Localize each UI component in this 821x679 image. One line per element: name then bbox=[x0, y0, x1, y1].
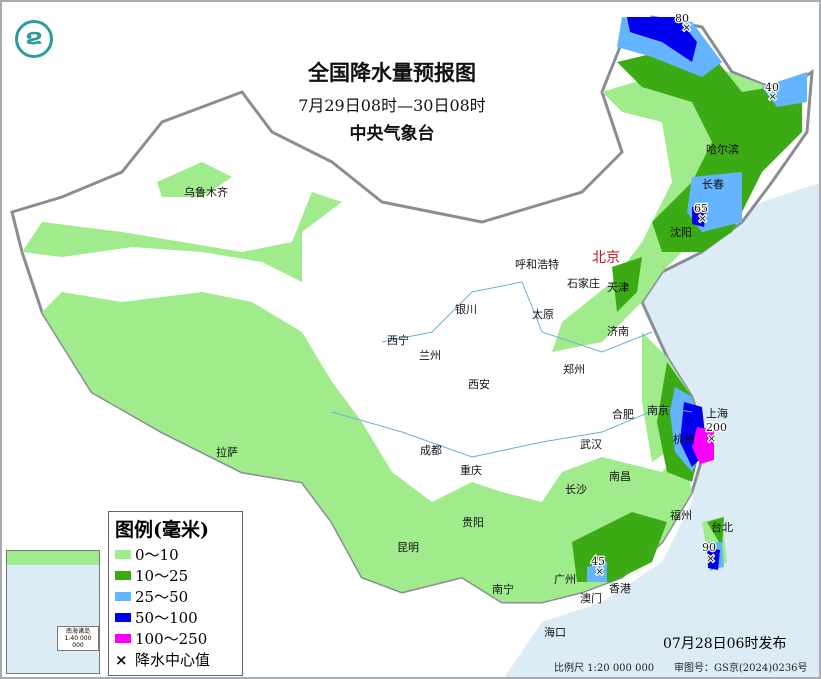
city-label: 长春 bbox=[702, 178, 724, 191]
city-label: 郑州 bbox=[563, 362, 585, 376]
legend-label: 降水中心值 bbox=[135, 651, 211, 669]
legend-label: 25～50 bbox=[135, 588, 189, 606]
city-label: 济南 bbox=[607, 324, 629, 338]
city-label: 重庆 bbox=[460, 463, 482, 477]
city-label: 兰州 bbox=[419, 349, 441, 362]
city-label: 石家庄 bbox=[567, 276, 600, 290]
city-label: 台北 bbox=[711, 520, 733, 534]
legend-label: 50～100 bbox=[135, 609, 198, 627]
city-label: 澳门 bbox=[580, 591, 602, 605]
cross-icon: × bbox=[698, 212, 707, 225]
city-label: 香港 bbox=[609, 582, 631, 595]
yangtze-river bbox=[331, 406, 693, 458]
city-label: 广州 bbox=[554, 573, 576, 586]
review-number: 审图号：GS京(2024)0236号 bbox=[674, 663, 808, 674]
city-label: 昆明 bbox=[397, 541, 419, 554]
legend-swatch bbox=[115, 613, 131, 622]
inset-label: 南海诸岛 bbox=[65, 628, 90, 635]
legend-item: × 降水中心值 bbox=[115, 649, 242, 670]
legend-title: 图例(毫米) bbox=[115, 519, 209, 541]
city-label: 哈尔滨 bbox=[706, 142, 739, 156]
city-label: 杭州 bbox=[673, 432, 695, 446]
city-label: 南京 bbox=[647, 403, 669, 417]
legend-item: 50～100 bbox=[115, 607, 242, 628]
legend: 图例(毫米) 0～10 10～25 25～50 50～100 100～250 ×… bbox=[108, 511, 243, 676]
city-label: 南宁 bbox=[492, 582, 514, 596]
capital-label: 北京 bbox=[592, 250, 620, 266]
city-label: 呼和浩特 bbox=[515, 257, 559, 271]
city-label: 拉萨 bbox=[216, 445, 238, 459]
city-label: 西安 bbox=[468, 377, 490, 391]
legend-label: 100～250 bbox=[135, 630, 208, 648]
max-value: 40 bbox=[765, 81, 779, 94]
city-label: 武汉 bbox=[580, 438, 602, 451]
rain-maxima: 80 × 40 × 65 × 200 × 90 × 45 × bbox=[590, 11, 781, 580]
legend-swatch bbox=[115, 592, 131, 601]
inset-land bbox=[7, 551, 99, 565]
city-label: 乌鲁木齐 bbox=[184, 185, 228, 199]
inset-caption: 南海诸岛 1:40 000 000 bbox=[57, 626, 99, 651]
cross-icon: × bbox=[682, 21, 691, 34]
legend-label: 10～25 bbox=[135, 567, 189, 585]
issue-time: 07月28日06时发布 bbox=[663, 636, 787, 652]
city-label: 长沙 bbox=[565, 483, 587, 496]
city-label: 上海 bbox=[706, 406, 728, 420]
legend-swatch bbox=[115, 634, 131, 643]
max-value: 65 bbox=[694, 202, 708, 215]
agency-name: 中央气象台 bbox=[349, 124, 435, 144]
city-label: 成都 bbox=[420, 444, 442, 457]
city-label: 贵阳 bbox=[462, 516, 484, 529]
city-label: 太原 bbox=[532, 308, 554, 321]
legend-swatch bbox=[115, 550, 131, 559]
cross-icon: × bbox=[595, 565, 604, 578]
legend-item: 25～50 bbox=[115, 586, 242, 607]
city-labels: 北京 乌鲁木齐 呼和浩特 天津 石家庄 太原 济南 银川 西宁 兰州 西安 郑州… bbox=[184, 142, 739, 639]
map-scale: 比例尺 1:20 000 000 bbox=[554, 663, 655, 674]
city-label: 西宁 bbox=[387, 333, 409, 347]
city-label: 福州 bbox=[670, 508, 692, 522]
rain-50-100 bbox=[627, 17, 720, 570]
max-value: 45 bbox=[591, 555, 605, 568]
city-label: 南昌 bbox=[609, 470, 631, 483]
city-label: 银川 bbox=[455, 302, 477, 316]
forecast-period: 7月29日08时—30日08时 bbox=[298, 96, 486, 115]
max-value: 80 bbox=[675, 12, 689, 25]
inset-scale: 1:40 000 000 bbox=[64, 635, 92, 649]
city-label: 沈阳 bbox=[670, 225, 692, 239]
cma-logo-icon: ຂ bbox=[15, 20, 53, 58]
legend-item: 10～25 bbox=[115, 565, 242, 586]
city-label: 天津 bbox=[607, 281, 629, 294]
legend-item: 100～250 bbox=[115, 628, 242, 649]
legend-swatch bbox=[115, 571, 131, 580]
south-china-sea-inset: 南海诸岛 1:40 000 000 bbox=[6, 550, 100, 674]
cross-icon: × bbox=[706, 552, 715, 565]
cross-icon: × bbox=[768, 90, 777, 103]
cross-icon: × bbox=[707, 432, 716, 445]
cross-icon: × bbox=[115, 650, 128, 669]
sea bbox=[504, 183, 819, 677]
city-label: 合肥 bbox=[612, 407, 634, 421]
map-title: 全国降水量预报图 bbox=[308, 60, 476, 85]
city-label: 海口 bbox=[544, 625, 566, 639]
max-value: 200 bbox=[706, 421, 727, 434]
rain-100-250 bbox=[692, 427, 714, 464]
max-value: 90 bbox=[702, 541, 716, 554]
legend-item: 0～10 bbox=[115, 544, 242, 565]
yellow-river bbox=[381, 281, 653, 353]
legend-label: 0～10 bbox=[135, 546, 179, 564]
